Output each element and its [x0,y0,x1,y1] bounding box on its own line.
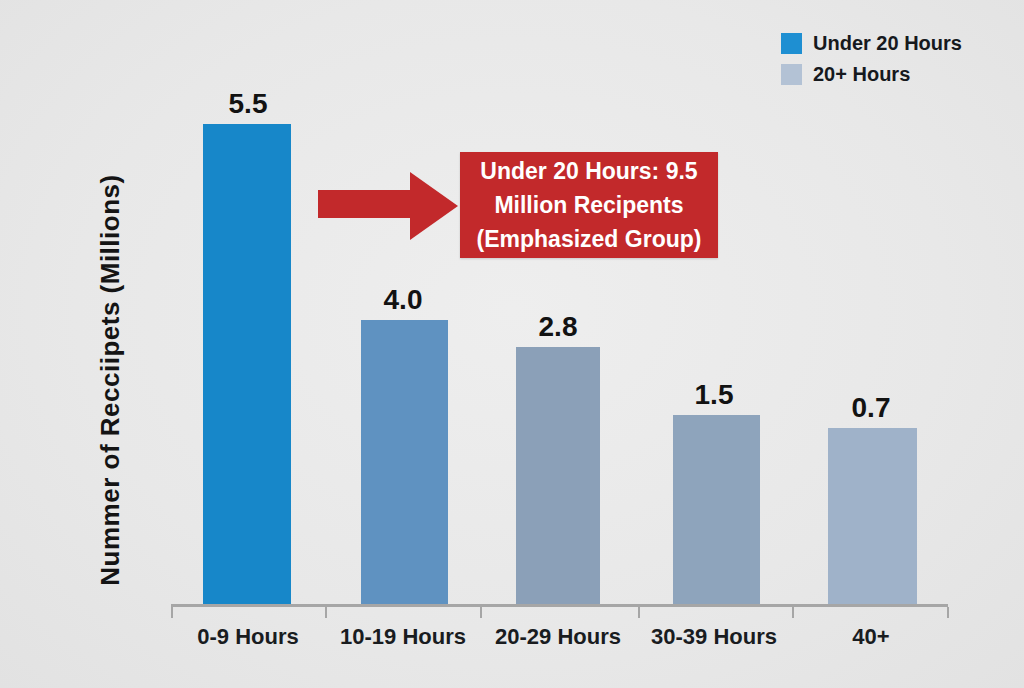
y-axis-label: Nummer of Recciipets (Millions) [95,174,126,585]
bar-value-2: 2.8 [498,313,618,341]
legend-item-20-plus-hours: 20+ Hours [781,62,962,86]
axis-tick [325,607,327,618]
annotation-arrow-body [318,190,412,218]
bar-4 [828,428,917,605]
bar-1 [361,320,448,605]
axis-tick [171,607,173,618]
annotation-line: (Emphasized Group) [477,222,702,256]
bar-0 [203,124,291,605]
axis-tick [480,607,482,618]
x-axis-line [171,604,948,607]
x-tick-label-0: 0-9 Hours [158,624,338,650]
legend-item-under-20-hours: Under 20 Hours [781,31,962,55]
legend-label: Under 20 Hours [813,32,962,55]
axis-tick [638,607,640,618]
axis-tick [792,607,794,618]
legend-swatch [781,33,802,54]
bar-value-3: 1.5 [654,381,774,409]
bar-value-1: 4.0 [343,286,463,314]
bar-3 [673,415,760,605]
x-tick-label-2: 20-29 Hours [468,624,648,650]
annotation-line: Under 20 Hours: 9.5 [480,154,697,188]
bar-chart: Nummer of Recciipets (Millions) Under 20… [0,0,1024,688]
bar-2 [516,347,600,605]
legend-label: 20+ Hours [813,63,910,86]
axis-tick [947,607,949,618]
x-tick-label-1: 10-19 Hours [313,624,493,650]
x-tick-label-3: 30-39 Hours [624,624,804,650]
annotation-callout: Under 20 Hours: 9.5 Million Recipents (E… [460,152,718,258]
annotation-arrow-head-icon [410,172,458,240]
annotation-line: Million Recipents [494,188,683,222]
legend: Under 20 Hours 20+ Hours [781,31,962,86]
bar-value-4: 0.7 [811,394,931,422]
x-tick-label-4: 40+ [781,624,961,650]
bar-value-0: 5.5 [188,90,308,118]
legend-swatch [781,64,802,85]
